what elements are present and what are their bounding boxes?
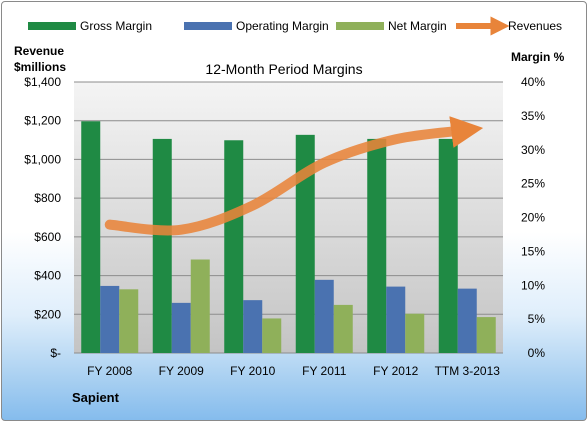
right-tick-label: 5% xyxy=(528,312,546,326)
left-axis-ticks: $- $200 $400 $600 $800 $1,000 $1,200 $1,400 xyxy=(24,75,61,360)
legend-label: Revenues xyxy=(508,19,562,33)
operating-margin-bar xyxy=(386,286,406,353)
right-tick-label: 10% xyxy=(521,278,545,292)
left-tick-label: $200 xyxy=(34,307,61,321)
gross-margin-bar xyxy=(295,134,315,353)
left-tick-label: $1,000 xyxy=(24,152,61,166)
gross-margin-bar xyxy=(152,138,172,353)
net-margin-bar xyxy=(476,317,496,353)
right-tick-label: 15% xyxy=(521,244,545,258)
gross-margin-bar xyxy=(438,138,458,353)
x-axis-labels: FY 2008 FY 2009 FY 2010 FY 2011 FY 2012 TTM 3… xyxy=(87,364,500,378)
right-axis-label: Margin % xyxy=(511,50,565,64)
gross-margin-bar xyxy=(367,138,387,353)
left-tick-label: $1,200 xyxy=(24,114,61,128)
legend-swatch xyxy=(28,22,76,30)
revenues-line xyxy=(104,116,484,236)
revenue-line xyxy=(104,116,484,236)
net-margin-bar xyxy=(262,318,282,353)
chart-title: 12-Month Period Margins xyxy=(205,61,362,77)
left-tick-label: $800 xyxy=(34,191,61,205)
legend-label: Net Margin xyxy=(388,19,447,33)
left-tick-label: $400 xyxy=(34,269,61,283)
right-tick-label: 30% xyxy=(521,143,545,157)
operating-margin-bar xyxy=(314,279,334,353)
net-margin-bar xyxy=(119,289,139,353)
x-tick-label: TTM 3-2013 xyxy=(435,364,501,378)
x-tick-label: FY 2012 xyxy=(373,364,418,378)
x-tick-label: FY 2009 xyxy=(159,364,204,378)
right-tick-label: 25% xyxy=(521,177,545,191)
right-tick-label: 20% xyxy=(521,211,545,225)
left-tick-label: $600 xyxy=(34,230,61,244)
net-margin-bar xyxy=(333,304,353,353)
plot-area xyxy=(74,82,503,353)
gridlines xyxy=(74,81,503,354)
operating-margin-bar xyxy=(243,300,263,353)
x-tick-label: FY 2010 xyxy=(230,364,275,378)
legend-swatch xyxy=(184,22,232,30)
right-axis-ticks: 0% 5% 10% 15% 20% 25% 30% 35% 40% xyxy=(521,75,545,360)
bar-series xyxy=(81,121,496,353)
x-tick-label: FY 2008 xyxy=(87,364,132,378)
right-tick-label: 0% xyxy=(528,346,546,360)
right-tick-label: 35% xyxy=(521,109,545,123)
gross-margin-bar xyxy=(81,121,101,353)
legend-label: Operating Margin xyxy=(236,19,329,33)
left-axis-label-line1: Revenue xyxy=(14,44,64,58)
legend-swatch xyxy=(336,22,384,30)
x-tick-label: FY 2011 xyxy=(302,364,347,378)
legend: Gross Margin Operating Margin Net Margin Re… xyxy=(28,16,562,36)
net-margin-bar xyxy=(190,259,210,353)
company-label: Sapient xyxy=(72,390,120,405)
left-tick-label: $- xyxy=(50,346,61,360)
left-axis-label-line2: $millions xyxy=(14,60,66,74)
gross-margin-bar xyxy=(224,140,244,353)
net-margin-bar xyxy=(405,313,425,353)
right-tick-label: 40% xyxy=(521,75,545,89)
legend-label: Gross Margin xyxy=(80,19,152,33)
left-tick-label: $1,400 xyxy=(24,75,61,89)
operating-margin-bar xyxy=(457,288,477,353)
operating-margin-bar xyxy=(100,285,120,353)
operating-margin-bar xyxy=(171,302,191,353)
